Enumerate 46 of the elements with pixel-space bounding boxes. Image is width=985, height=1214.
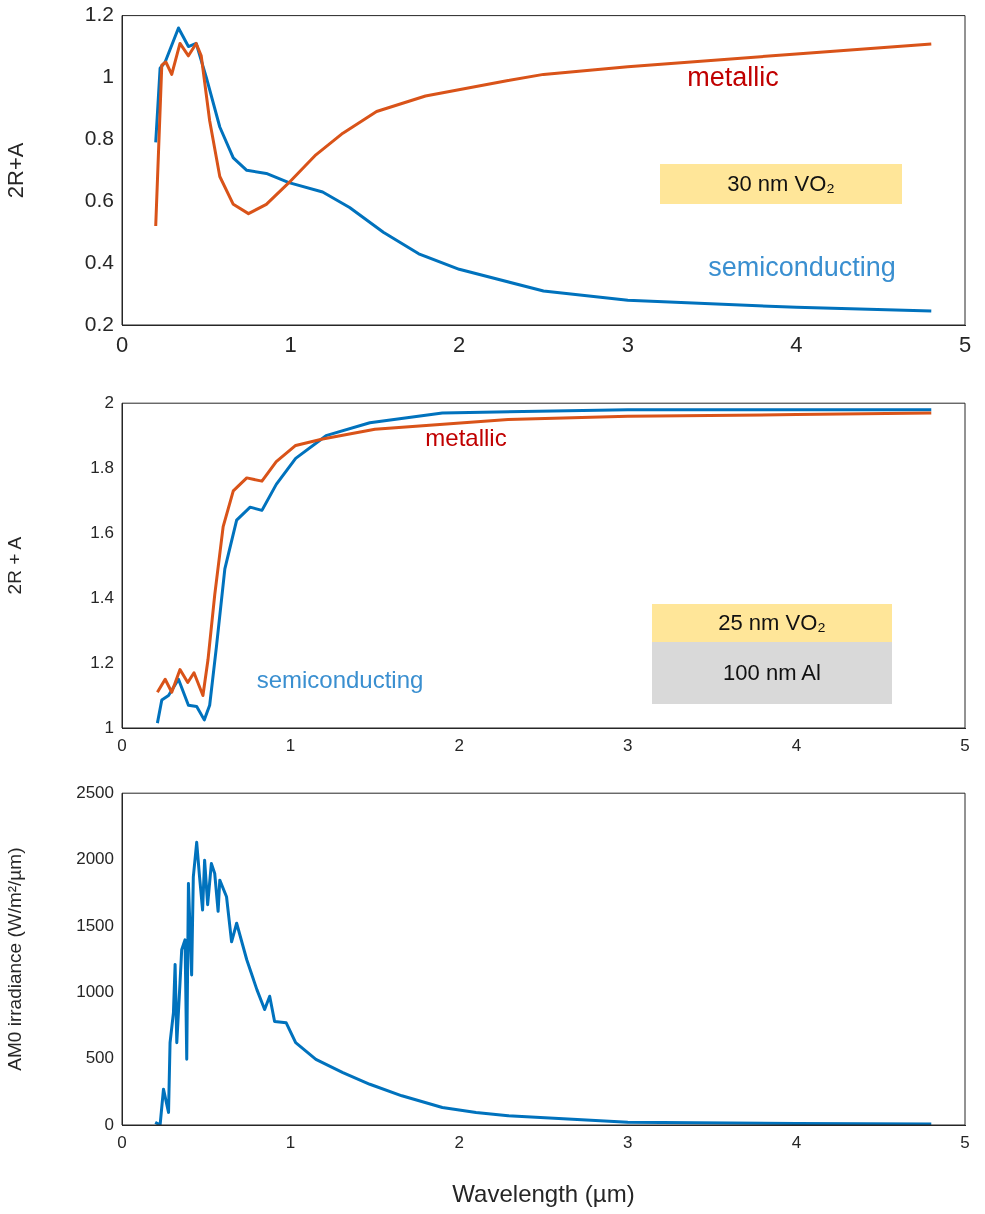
y-tick-label: 1.2: [90, 652, 114, 672]
x-tick-label: 4: [790, 332, 803, 358]
y-axis-title: 2R + A: [3, 536, 25, 595]
y-tick-label: 0.2: [84, 311, 114, 335]
series-label: metallic: [425, 424, 507, 451]
x-tick-label: 3: [621, 332, 634, 358]
x-tick-label: 5: [960, 1132, 970, 1152]
y-tick-label: 2500: [76, 782, 114, 802]
y-tick-label: 1.4: [90, 587, 114, 607]
y-tick-label: 0.6: [84, 188, 114, 212]
x-axis-title: Wavelength (µm): [452, 1180, 635, 1208]
x-tick-label: 4: [791, 735, 802, 755]
y-tick-label: 1500: [76, 915, 114, 935]
y-tick-label: 1: [102, 64, 114, 88]
film-layer: 30 nm VO₂: [660, 164, 902, 204]
x-tick-label: 1: [285, 1132, 296, 1152]
y-tick-label: 2000: [76, 849, 114, 869]
y-axis-title: 2R+A: [3, 142, 29, 199]
film-layer: 100 nm Al: [652, 642, 892, 704]
x-tick-label: 3: [623, 735, 633, 755]
x-tick-label: 1: [284, 332, 297, 358]
x-tick-label: 2: [453, 332, 466, 358]
y-tick-label: 500: [85, 1048, 114, 1068]
x-tick-label: 2: [454, 1132, 464, 1152]
series-label: metallic: [687, 62, 779, 92]
x-tick-label: 1: [285, 735, 296, 755]
film-layer: 25 nm VO₂: [652, 604, 892, 642]
series-label: semiconducting: [708, 252, 896, 282]
y-axis-title: AM0 irradiance (W/m²/µm): [3, 847, 25, 1071]
x-tick-label: 5: [958, 332, 972, 358]
x-tick-label: 2: [454, 735, 464, 755]
y-tick-label: 1: [104, 717, 114, 737]
x-tick-label: 0: [117, 1132, 127, 1152]
y-tick-label: 1000: [76, 981, 114, 1001]
y-tick-label: 0.4: [84, 249, 115, 273]
y-tick-label: 1.2: [84, 2, 114, 26]
y-tick-label: 0: [104, 1114, 114, 1134]
x-tick-label: 0: [117, 735, 127, 755]
x-tick-label: 3: [623, 1132, 633, 1152]
y-tick-label: 1.8: [90, 457, 114, 477]
x-tick-label: 5: [960, 735, 970, 755]
series-label: semiconducting: [256, 666, 424, 693]
y-tick-label: 2: [104, 392, 114, 412]
y-tick-label: 1.6: [90, 522, 114, 542]
x-tick-label: 4: [791, 1132, 802, 1152]
y-tick-label: 0.8: [84, 126, 114, 150]
